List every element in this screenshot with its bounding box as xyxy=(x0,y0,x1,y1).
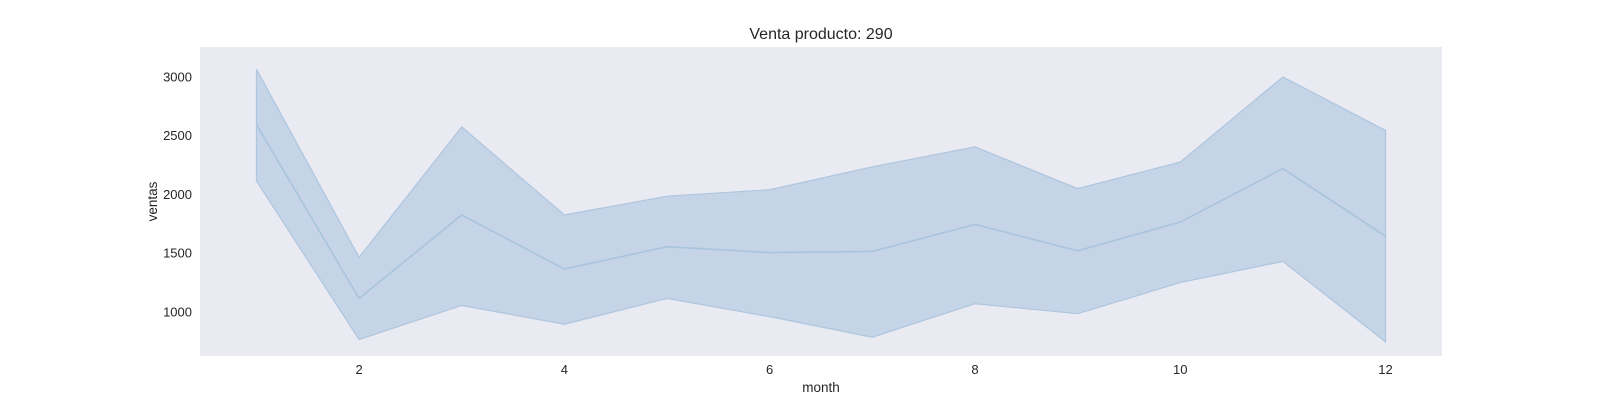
x-tick-label: 8 xyxy=(971,362,978,377)
chart-title: Venta producto: 290 xyxy=(749,26,892,43)
y-tick-label: 3000 xyxy=(163,69,192,84)
x-tick-label: 12 xyxy=(1378,362,1392,377)
x-axis-label: month xyxy=(802,380,840,395)
y-tick-label: 2000 xyxy=(163,187,192,202)
y-tick-label: 1000 xyxy=(163,304,192,319)
x-tick-label: 4 xyxy=(561,362,568,377)
y-axis-label: ventas xyxy=(145,181,160,221)
x-tick-label: 6 xyxy=(766,362,773,377)
confidence-band-0 xyxy=(255,69,1387,344)
y-tick-label: 2500 xyxy=(163,128,192,143)
y-tick-labels: 1000 1500 2000 2500 3000 xyxy=(163,69,192,319)
series-line-0 xyxy=(255,124,1386,300)
confidence-band-layer xyxy=(255,69,1387,344)
x-tick-label: 10 xyxy=(1173,362,1187,377)
x-tick-labels: 2 4 6 8 10 12 xyxy=(355,362,1392,377)
line-layer xyxy=(255,124,1386,300)
x-tick-label: 2 xyxy=(355,362,362,377)
y-tick-label: 1500 xyxy=(163,246,192,261)
